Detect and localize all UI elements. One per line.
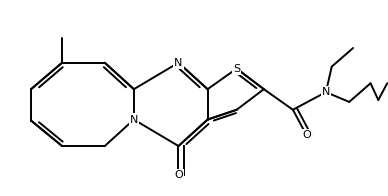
Text: O: O	[174, 170, 183, 181]
Text: S: S	[233, 64, 240, 74]
Text: N: N	[130, 114, 138, 125]
Text: N: N	[174, 58, 183, 68]
Text: N: N	[322, 87, 330, 97]
Text: O: O	[302, 130, 311, 140]
